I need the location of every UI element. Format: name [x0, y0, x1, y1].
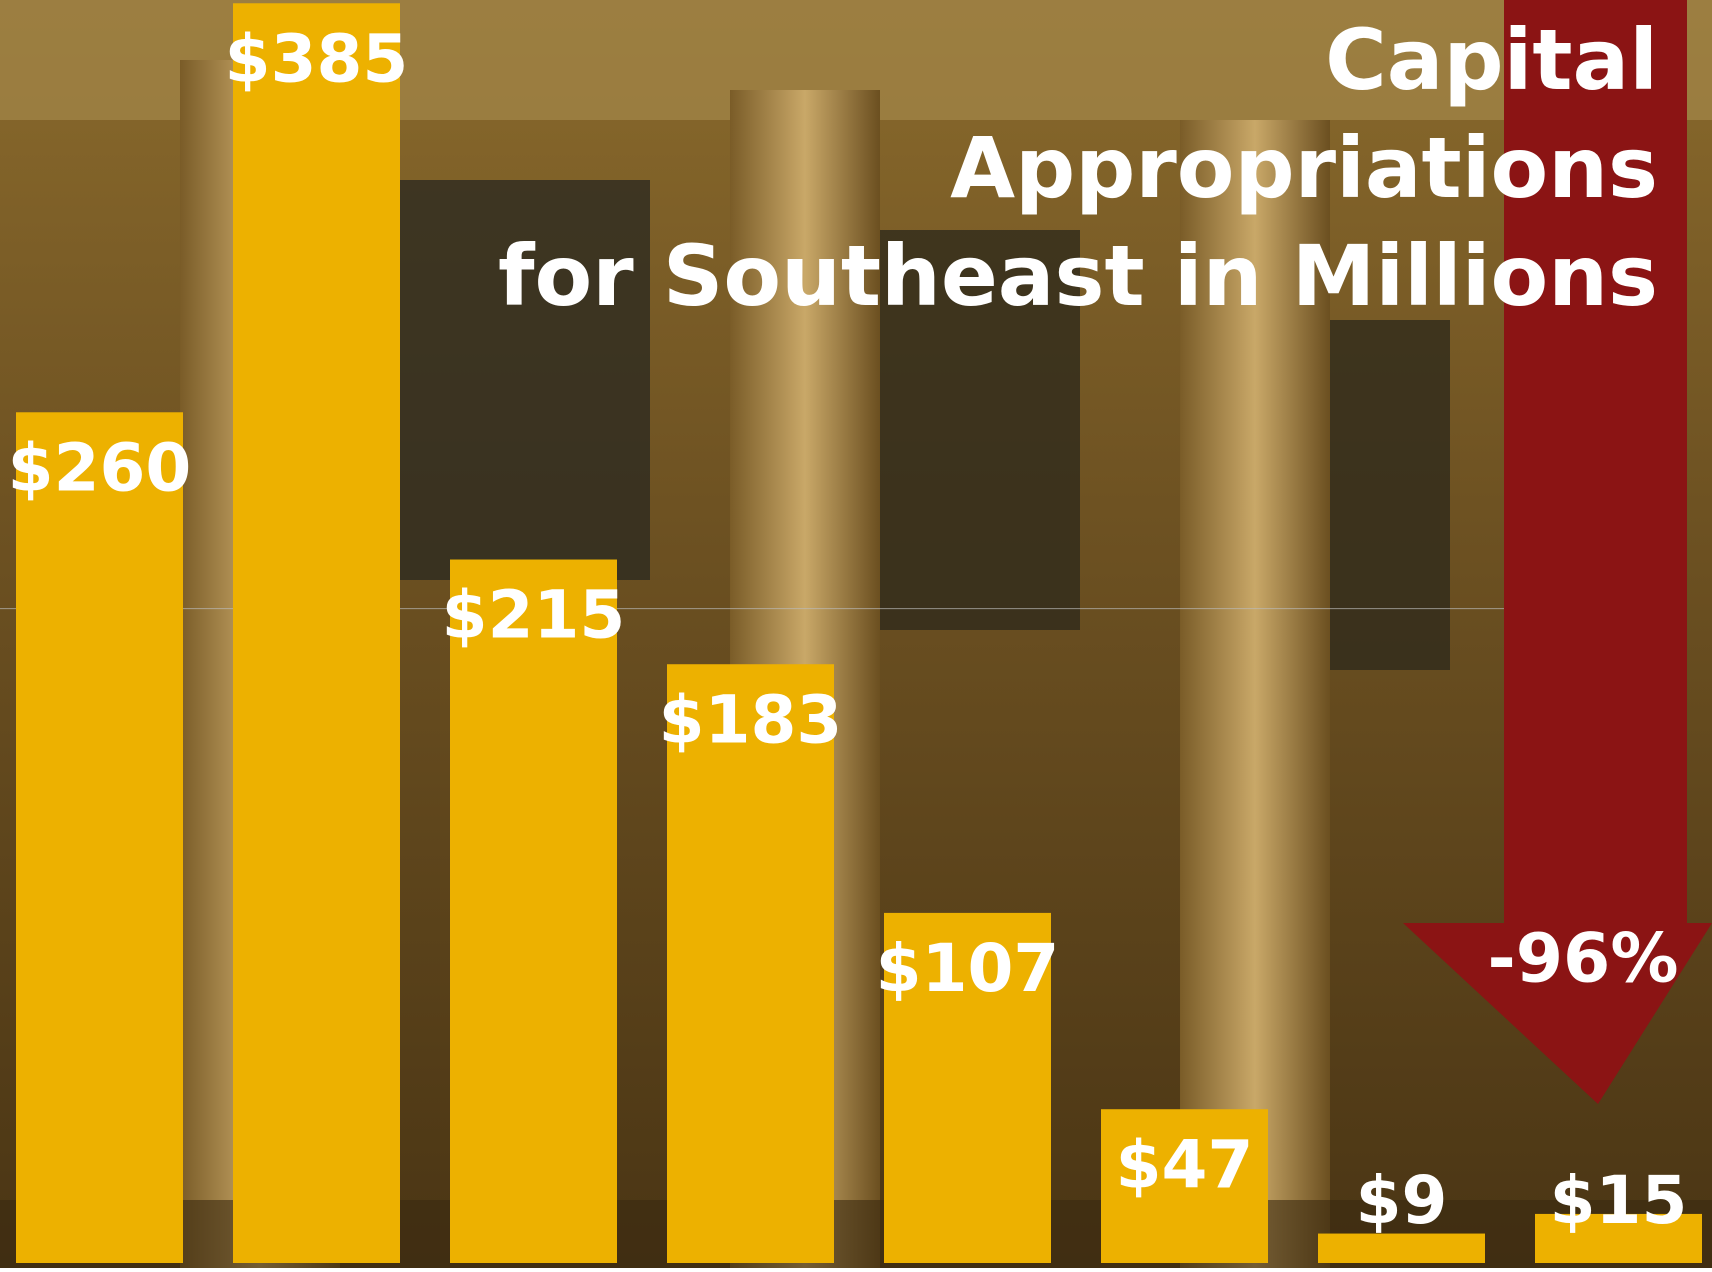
value-label: $260	[8, 429, 192, 506]
chart: $260 $385 $215 $183 $107 $47 $9 $15 -96% Capital…	[0, 0, 1712, 1268]
title-line: for Southeast in Millions	[498, 227, 1658, 325]
value-label: $183	[659, 681, 843, 758]
value-label: $215	[442, 577, 626, 654]
value-label: $9	[1356, 1162, 1448, 1239]
value-label: $15	[1550, 1162, 1688, 1239]
value-label: $107	[876, 930, 1060, 1007]
title-line: Capital	[1325, 11, 1658, 109]
value-label: $385	[225, 20, 409, 97]
page: $260 $385 $215 $183 $107 $47 $9 $15 -96% Capital…	[0, 0, 1712, 1268]
title-line: Appropriations	[950, 119, 1658, 217]
annotation: -96%	[1488, 920, 1679, 999]
bar	[16, 412, 183, 1263]
value-label: $47	[1116, 1126, 1254, 1203]
bar	[233, 3, 400, 1263]
bar	[450, 560, 617, 1263]
